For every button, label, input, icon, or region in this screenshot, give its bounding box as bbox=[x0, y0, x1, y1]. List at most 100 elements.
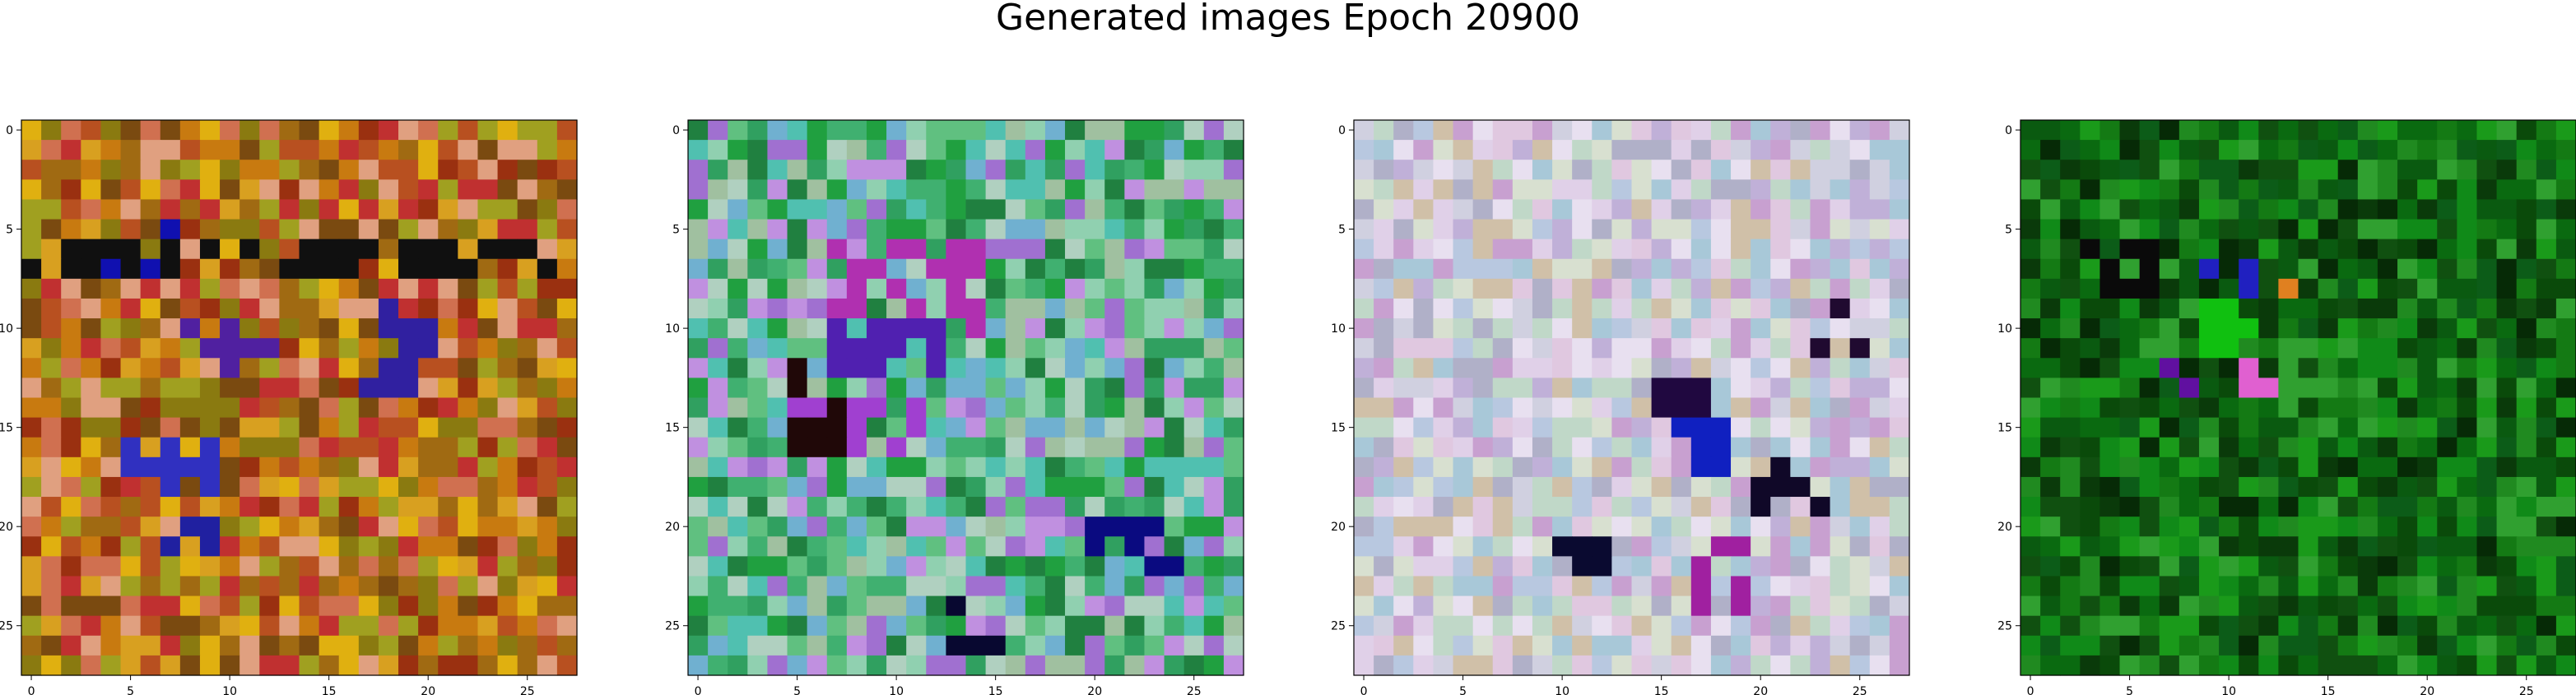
pixel-cell bbox=[747, 338, 769, 359]
pixel-cell bbox=[438, 160, 458, 180]
pixel-cell bbox=[1651, 298, 1672, 319]
pixel-cell bbox=[1393, 160, 1414, 180]
pixel-cell bbox=[1849, 179, 1871, 201]
pixel-cell bbox=[2516, 576, 2537, 597]
pixel-cell bbox=[2536, 318, 2557, 339]
pixel-cell bbox=[2198, 595, 2220, 617]
pixel-cell bbox=[767, 476, 788, 498]
pixel-cell bbox=[1710, 298, 1732, 319]
pixel-cell bbox=[2377, 258, 2398, 280]
pixel-cell bbox=[1631, 199, 1653, 220]
pixel-cell bbox=[2357, 298, 2378, 319]
pixel-cell bbox=[2119, 615, 2141, 637]
pixel-cell bbox=[2060, 655, 2081, 676]
pixel-cell bbox=[21, 437, 42, 458]
pixel-cell bbox=[1889, 140, 1910, 160]
pixel-cell bbox=[2060, 318, 2081, 339]
pixel-cell bbox=[2020, 239, 2041, 260]
pixel-cell bbox=[1830, 338, 1851, 359]
pixel-cell bbox=[1889, 536, 1910, 557]
pixel-cell bbox=[319, 199, 340, 220]
pixel-cell bbox=[299, 318, 320, 339]
pixel-cell bbox=[787, 517, 808, 537]
pixel-cell bbox=[728, 338, 748, 359]
pixel-cell bbox=[1413, 437, 1434, 458]
pixel-cell bbox=[807, 655, 828, 676]
pixel-cell bbox=[1611, 456, 1633, 478]
pixel-cell bbox=[2040, 397, 2061, 419]
pixel-cell bbox=[807, 140, 828, 160]
pixel-cell bbox=[2318, 140, 2339, 160]
pixel-cell bbox=[1374, 318, 1394, 339]
pixel-cell bbox=[2318, 437, 2339, 458]
pixel-cell bbox=[537, 476, 558, 498]
pixel-cell bbox=[1104, 556, 1125, 577]
pixel-cell bbox=[220, 318, 240, 339]
pixel-cell bbox=[2377, 635, 2398, 656]
pixel-cell bbox=[199, 556, 221, 577]
pixel-cell bbox=[1552, 635, 1573, 656]
pixel-cell bbox=[1631, 456, 1653, 478]
pixel-cell bbox=[299, 556, 320, 577]
pixel-cell bbox=[708, 437, 728, 458]
pixel-cell bbox=[1631, 258, 1653, 280]
pixel-cell bbox=[2337, 456, 2359, 478]
pixel-cell bbox=[1690, 338, 1712, 359]
pixel-cell bbox=[1869, 456, 1890, 478]
pixel-cell bbox=[2198, 615, 2220, 637]
pixel-cell bbox=[259, 556, 280, 577]
pixel-cell bbox=[2357, 179, 2378, 201]
x-tick-label: 15 bbox=[322, 685, 337, 695]
pixel-cell bbox=[2457, 655, 2478, 676]
pixel-cell bbox=[2198, 556, 2220, 577]
pixel-cell bbox=[1690, 437, 1712, 458]
pixel-cell bbox=[2258, 160, 2279, 180]
pixel-cell bbox=[2139, 615, 2160, 637]
pixel-cell bbox=[1223, 417, 1244, 438]
pixel-cell bbox=[2020, 655, 2041, 676]
pixel-cell bbox=[2119, 160, 2141, 180]
pixel-cell bbox=[1433, 517, 1454, 537]
pixel-cell bbox=[728, 497, 748, 517]
pixel-cell bbox=[985, 576, 1007, 597]
pixel-cell bbox=[279, 378, 300, 399]
pixel-cell bbox=[985, 417, 1007, 438]
pixel-cell bbox=[220, 476, 240, 498]
pixel-cell bbox=[220, 140, 240, 160]
pixel-cell bbox=[418, 358, 439, 378]
pixel-cell bbox=[2318, 120, 2339, 141]
pixel-cell bbox=[160, 595, 181, 617]
pixel-cell bbox=[2099, 635, 2121, 656]
pixel-cell bbox=[1124, 497, 1146, 517]
pixel-cell bbox=[2457, 378, 2478, 399]
pixel-cell bbox=[2377, 338, 2398, 359]
pixel-cell bbox=[338, 655, 360, 676]
pixel-cell bbox=[708, 378, 728, 399]
pixel-cell bbox=[1849, 278, 1871, 299]
pixel-cell bbox=[1433, 378, 1454, 399]
pixel-cell bbox=[926, 536, 946, 557]
pixel-cell bbox=[846, 615, 867, 637]
pixel-cell bbox=[378, 517, 399, 537]
pixel-cell bbox=[1472, 655, 1494, 676]
pixel-cell bbox=[1592, 179, 1612, 201]
pixel-cell bbox=[1889, 576, 1910, 597]
pixel-cell bbox=[906, 358, 927, 378]
pixel-cell bbox=[398, 536, 419, 557]
pixel-cell bbox=[2457, 278, 2478, 299]
pixel-cell bbox=[2337, 120, 2359, 141]
pixel-cell bbox=[1651, 437, 1672, 458]
pixel-cell bbox=[517, 298, 538, 319]
pixel-cell bbox=[787, 497, 808, 517]
pixel-cell bbox=[2397, 635, 2418, 656]
pixel-cell bbox=[688, 615, 709, 637]
pixel-cell bbox=[965, 635, 987, 656]
pixel-cell bbox=[787, 179, 808, 201]
pixel-cell bbox=[1751, 595, 1771, 617]
pixel-cell bbox=[2178, 199, 2200, 220]
pixel-cell bbox=[140, 536, 161, 557]
pixel-cell bbox=[2219, 595, 2239, 617]
pixel-cell bbox=[477, 160, 499, 180]
pixel-cell bbox=[279, 536, 300, 557]
